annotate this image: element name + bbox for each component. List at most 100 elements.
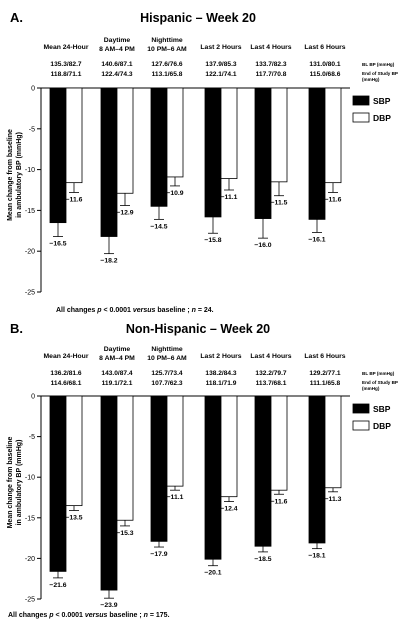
bl-bp-value: 135.3/82.7 [50,61,81,68]
bl-row-label: BL BP (mmHg) [362,62,395,67]
data-label: −11.1 [167,494,184,501]
panel-letter: A. [10,10,23,25]
eos-bp-value: 107.7/62.3 [151,380,182,387]
footnote: All changes p < 0.0001 versus baseline ;… [56,307,214,314]
dbp-bar [270,395,288,491]
data-label: −16.5 [49,241,66,248]
data-label: −16.0 [254,242,271,249]
dbp-bar [324,395,342,489]
data-label: −11.5 [271,200,288,207]
eos-bp-value: 113.1/65.8 [152,71,183,78]
chart-title: Non-Hispanic – Week 20 [126,322,270,336]
footnote-part: < 0.0001 [54,612,85,619]
bl-bp-value: 131.0/80.1 [309,61,340,68]
sbp-bar [308,395,326,544]
bl-bp-value: 127.6/76.6 [151,61,182,68]
category-label: 10 PM–6 AM [147,46,187,53]
data-label: −11.1 [221,194,238,201]
legend-swatch-sbp [352,95,370,106]
y-tick-label: -25 [25,597,35,604]
eos-bp-value: 117.7/70.8 [256,71,287,78]
data-label: −15.3 [116,530,133,537]
footnote-part: baseline ; [155,307,191,314]
bl-bp-value: 137.9/85.3 [205,61,236,68]
y-tick-label: -20 [25,249,35,256]
bl-row-label: BL BP (mmHg) [362,371,395,376]
sbp-bar [254,87,272,219]
category-label: Last 4 Hours [250,44,291,51]
sbp-bar [308,87,326,220]
y-tick-label: -25 [25,290,35,297]
footnote-part: baseline ; [107,612,143,619]
category-label: Mean 24-Hour [44,353,89,360]
dbp-bar [65,87,83,184]
y-tick-label: -10 [25,167,35,174]
data-label: −11.6 [66,196,83,203]
eos-bp-value: 118.1/71.9 [206,380,237,387]
y-tick-label: 0 [31,86,35,93]
sbp-bar [150,87,168,207]
sbp-bar [254,395,272,547]
category-label: Last 4 Hours [250,353,291,360]
category-label: 8 AM–4 PM [99,46,135,53]
footnote-part: All changes [8,612,49,619]
data-label: −13.5 [65,514,82,521]
y-axis-title-line2: in ambulatory BP (mmHg) [16,440,23,526]
footnote-part: n [144,612,148,619]
data-label: −12.9 [116,210,133,217]
bl-bp-value: 140.6/87.1 [101,61,132,68]
category-label: Daytime [104,37,131,44]
footnote-part: < 0.0001 [102,307,133,314]
category-label: 8 AM–4 PM [99,355,135,362]
eos-bp-value: 111.1/65.8 [310,380,341,387]
eos-bp-value: 114.6/68.1 [51,380,82,387]
dbp-bar [166,87,184,178]
category-label: Mean 24-Hour [44,44,89,51]
data-label: −17.9 [150,551,167,558]
data-label: −20.1 [204,570,221,577]
data-label: −15.8 [204,237,221,244]
bl-bp-value: 136.2/81.6 [50,370,81,377]
bl-bp-value: 129.2/77.1 [309,370,340,377]
eos-row-label: End of Study BP [362,380,398,385]
dbp-bar [220,87,238,179]
footnote-part: versus [85,612,108,619]
y-tick-label: -15 [25,208,35,215]
eos-row-label: End of Study BP [362,71,398,76]
category-label: 10 PM–6 AM [147,355,187,362]
dbp-bar [324,87,342,184]
legend-label-dbp: DBP [373,421,391,431]
sbp-bar [100,395,118,591]
data-label: −23.9 [100,602,117,609]
sbp-bar [204,395,222,560]
data-label: −14.5 [150,223,167,230]
dbp-bar [65,395,83,507]
sbp-bar [150,395,168,542]
bl-bp-value: 132.2/79.7 [255,370,286,377]
data-label: −11.6 [271,498,288,505]
sbp-bar [49,395,67,572]
eos-bp-value: 115.0/68.6 [310,71,341,78]
chart-title: Hispanic – Week 20 [140,11,256,25]
data-label: −18.2 [100,258,117,265]
chart-panel-b: B. Non-Hispanic – Week 20 Mean 24-Hour Dayt… [7,321,398,619]
bl-bp-value: 138.2/84.3 [205,370,236,377]
footnote-part: p [48,612,54,619]
bl-bp-value: 143.0/87.4 [101,370,132,377]
sbp-bar [204,87,222,218]
legend-swatch-sbp [352,403,370,414]
y-tick-label: -5 [29,126,35,133]
y-axis-title: Mean change from baseline [7,436,14,528]
y-tick-label: -10 [25,475,35,482]
eos-row-label-unit: (mmHg) [362,386,380,391]
y-axis-title-line2: in ambulatory BP (mmHg) [16,132,23,218]
data-label: −16.1 [308,236,325,243]
category-label: Nighttime [151,346,183,353]
eos-bp-value: 113.7/68.1 [256,380,287,387]
footnote-part: p [96,307,102,314]
y-tick-label: 0 [31,394,35,401]
dbp-bar [166,395,184,487]
bl-bp-value: 133.7/82.3 [255,61,286,68]
dbp-bar [116,395,134,521]
bl-bp-value: 125.7/73.4 [151,370,182,377]
